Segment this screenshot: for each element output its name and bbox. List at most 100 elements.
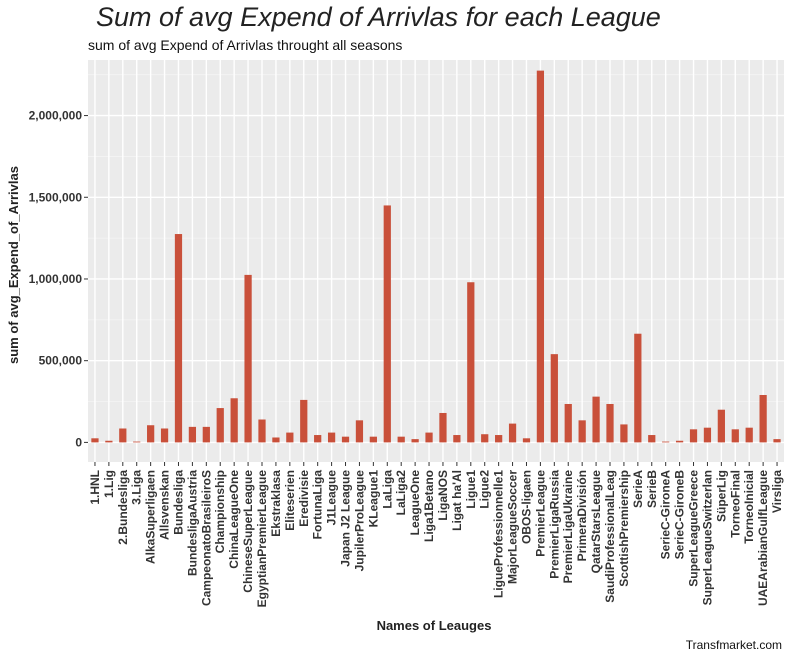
bar (648, 435, 656, 443)
grid-minor (88, 74, 784, 402)
bar (689, 429, 698, 443)
bar (286, 432, 294, 443)
x-tick-label: Ligue2 (478, 470, 492, 509)
bar (383, 205, 391, 443)
x-tick-label: PremierLigaRussia (547, 470, 561, 579)
bar (495, 435, 503, 443)
caption: Transfmarket.com (685, 638, 782, 652)
bar (216, 408, 224, 443)
bar (703, 427, 712, 443)
y-tick-label: 2,000,000 (29, 109, 83, 123)
x-tick-label: J1League (325, 470, 339, 526)
x-tick-label: OBOS-ligaen (519, 470, 533, 544)
bar (578, 420, 586, 443)
bar (620, 424, 628, 443)
x-tick-label: Ekstraklasa (269, 470, 283, 537)
x-tick-label: SerieA (631, 470, 645, 508)
x-tick-label: LigaNOS (436, 470, 450, 521)
x-tick-label: FortunaLiga (311, 470, 325, 540)
plot-panel (88, 60, 784, 462)
bars (91, 70, 781, 443)
y-tick-label: 1,000,000 (29, 272, 83, 286)
bar (397, 436, 405, 443)
x-tick-label: Allsvenskan (158, 470, 172, 540)
chart-subtitle: sum of avg Expend of Arrivlas throught a… (88, 37, 403, 53)
bar (272, 437, 280, 443)
bar (133, 441, 141, 443)
x-tick-label: SerieC-GironeB (673, 470, 687, 560)
x-tick-label: UAEArabianGulfLeague (756, 470, 770, 606)
bar (147, 425, 155, 443)
x-tick-label: Virsliga (770, 470, 784, 513)
bar (369, 436, 377, 443)
x-tick-label: LaLiga2 (394, 470, 408, 516)
bar (759, 395, 767, 443)
x-tick-label: ScottishPremiership (617, 470, 631, 587)
x-tick-label: Ligat ha'Al (450, 470, 464, 531)
x-tick-label: QatarStarsLeague (589, 470, 603, 574)
x-tick-label: ChineseSuperLeague (241, 470, 255, 593)
x-tick-label: MajorLeagueSoccer (506, 470, 520, 584)
bar (300, 399, 308, 443)
x-tick-label: ChinaLeagueOne (227, 470, 241, 569)
x-tick-label: Eliteserien (283, 470, 297, 531)
x-tick-label: AlkaSuperligaen (144, 470, 158, 564)
bar (536, 70, 545, 443)
x-tick-label: Japan J2 League (339, 470, 353, 567)
bar (341, 436, 350, 443)
x-tick-label: EgyptianPremierLeague (255, 470, 269, 608)
x-tick-label: LeagueOne (408, 470, 422, 536)
y-axis: 0 500,000 1,000,000 1,500,000 2,000,000 (29, 109, 88, 449)
bar (675, 440, 684, 443)
bar (592, 396, 600, 443)
bar (522, 438, 531, 443)
x-tick-label: Liga1Betano (422, 470, 436, 542)
x-tick-label: Eredivisie (297, 470, 311, 527)
x-tick-label: TorneoFinal (728, 470, 742, 538)
bar (314, 435, 322, 443)
x-tick-label: PrimeraDivisión (575, 470, 589, 561)
x-tick-label: SerieC-GironeA (659, 470, 673, 560)
bar (606, 403, 614, 443)
x-axis: 1.HNL 1.Lig 2.Bundesliga 3.Liga AlkaSuperlig… (88, 462, 784, 607)
y-tick-label: 500,000 (39, 354, 83, 368)
y-tick-label: 1,500,000 (29, 190, 83, 204)
x-tick-label: 1.HNL (88, 470, 102, 505)
x-tick-label: PremierLigaUkraine (561, 470, 575, 584)
y-tick-label: 0 (75, 435, 82, 449)
y-axis-label: sum of avg_Expend_of_Arrivlas (6, 166, 21, 364)
x-tick-label: SerieB (645, 470, 659, 508)
x-tick-label: JupilerProLeague (352, 470, 366, 572)
bar (773, 439, 781, 443)
x-tick-label: CampeonatoBrasileiroS (199, 470, 213, 606)
bar (717, 409, 725, 443)
x-tick-label: Championship (213, 470, 227, 553)
bar (105, 440, 113, 443)
bar (91, 438, 99, 443)
bar (425, 432, 433, 443)
x-tick-label: SaudiProfessionalLeag (603, 470, 617, 603)
bar (327, 432, 336, 443)
bar (634, 333, 642, 443)
bar (439, 412, 447, 443)
x-tick-label: SuperLeagueGreece (687, 470, 701, 587)
bar (508, 423, 517, 443)
bar (119, 428, 127, 443)
x-tick-label: 1.Lig (102, 470, 116, 498)
x-tick-label: Bundesliga (171, 470, 185, 535)
x-tick-label: KLeague1 (366, 470, 380, 528)
x-tick-label: 3.Liga (130, 470, 144, 505)
bar (230, 398, 238, 443)
bar (244, 274, 252, 443)
bar (258, 419, 266, 443)
bar (188, 426, 197, 443)
bar (731, 429, 739, 443)
x-tick-label: Ligue1 (464, 470, 478, 509)
chart-title: Sum of avg Expend of Arrivlas for each L… (96, 2, 661, 32)
x-axis-label: Names of Leauges (377, 618, 492, 633)
bar (550, 354, 558, 443)
bar (355, 420, 364, 443)
bar (481, 434, 489, 443)
x-tick-label: LaLiga (380, 470, 394, 509)
